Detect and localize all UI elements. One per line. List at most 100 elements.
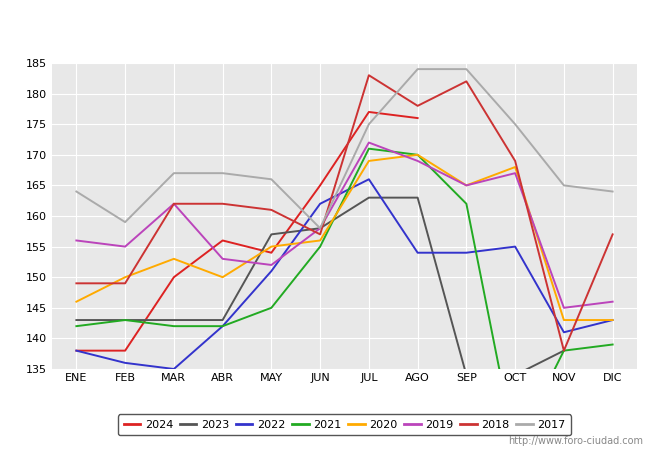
2018 bbox=[463, 79, 471, 84]
2022 bbox=[72, 348, 81, 353]
2024 bbox=[218, 238, 227, 243]
Text: http://www.foro-ciudad.com: http://www.foro-ciudad.com bbox=[508, 436, 644, 446]
2020 bbox=[170, 256, 178, 261]
2022 bbox=[316, 201, 324, 207]
2017 bbox=[365, 122, 373, 127]
2024 bbox=[72, 348, 81, 353]
2019 bbox=[170, 201, 178, 207]
2017 bbox=[316, 225, 324, 231]
2019 bbox=[72, 238, 81, 243]
2020 bbox=[463, 183, 471, 188]
2021 bbox=[365, 146, 373, 151]
Legend: 2024, 2023, 2022, 2021, 2020, 2019, 2018, 2017: 2024, 2023, 2022, 2021, 2020, 2019, 2018… bbox=[118, 414, 571, 436]
2022 bbox=[560, 329, 568, 335]
2018 bbox=[316, 232, 324, 237]
2023 bbox=[72, 317, 81, 323]
2018 bbox=[560, 348, 568, 353]
2022 bbox=[608, 317, 616, 323]
2020 bbox=[511, 164, 519, 170]
2022 bbox=[463, 250, 471, 256]
2021 bbox=[170, 324, 178, 329]
2023 bbox=[511, 373, 519, 378]
2019 bbox=[121, 244, 129, 249]
2020 bbox=[365, 158, 373, 164]
2019 bbox=[608, 299, 616, 304]
2023 bbox=[268, 232, 276, 237]
2018 bbox=[170, 201, 178, 207]
2019 bbox=[413, 158, 421, 164]
2018 bbox=[608, 232, 616, 237]
2022 bbox=[121, 360, 129, 365]
Line: 2017: 2017 bbox=[77, 69, 612, 228]
2023 bbox=[413, 195, 421, 200]
2022 bbox=[365, 176, 373, 182]
2017 bbox=[170, 171, 178, 176]
2017 bbox=[268, 176, 276, 182]
2020 bbox=[316, 238, 324, 243]
2017 bbox=[511, 122, 519, 127]
2019 bbox=[511, 171, 519, 176]
Line: 2022: 2022 bbox=[77, 179, 612, 369]
2020 bbox=[608, 317, 616, 323]
2019 bbox=[560, 305, 568, 310]
2021 bbox=[608, 342, 616, 347]
2017 bbox=[413, 67, 421, 72]
Line: 2024: 2024 bbox=[77, 112, 417, 351]
2018 bbox=[268, 207, 276, 212]
2024 bbox=[413, 115, 421, 121]
2021 bbox=[218, 324, 227, 329]
2024 bbox=[365, 109, 373, 115]
2018 bbox=[413, 103, 421, 108]
2017 bbox=[560, 183, 568, 188]
2024 bbox=[316, 183, 324, 188]
2023 bbox=[121, 317, 129, 323]
2018 bbox=[365, 72, 373, 78]
2021 bbox=[72, 324, 81, 329]
2021 bbox=[121, 317, 129, 323]
2023 bbox=[218, 317, 227, 323]
2019 bbox=[268, 262, 276, 268]
Text: Afiliados en Solosancho a 30/11/2024: Afiliados en Solosancho a 30/11/2024 bbox=[155, 18, 495, 36]
2020 bbox=[121, 274, 129, 280]
2017 bbox=[121, 220, 129, 225]
2020 bbox=[413, 152, 421, 158]
2022 bbox=[511, 244, 519, 249]
Line: 2018: 2018 bbox=[77, 75, 612, 351]
Line: 2021: 2021 bbox=[77, 148, 612, 449]
2019 bbox=[316, 225, 324, 231]
Line: 2019: 2019 bbox=[77, 143, 612, 308]
2023 bbox=[560, 348, 568, 353]
2021 bbox=[413, 152, 421, 158]
2018 bbox=[511, 158, 519, 164]
2021 bbox=[560, 348, 568, 353]
2023 bbox=[316, 225, 324, 231]
2023 bbox=[463, 373, 471, 378]
2019 bbox=[218, 256, 227, 261]
2018 bbox=[121, 281, 129, 286]
Line: 2023: 2023 bbox=[77, 198, 564, 375]
2024 bbox=[121, 348, 129, 353]
2024 bbox=[268, 250, 276, 256]
2018 bbox=[72, 281, 81, 286]
2017 bbox=[608, 189, 616, 194]
2021 bbox=[463, 201, 471, 207]
2022 bbox=[170, 366, 178, 372]
2020 bbox=[268, 244, 276, 249]
2023 bbox=[365, 195, 373, 200]
2024 bbox=[170, 274, 178, 280]
2017 bbox=[72, 189, 81, 194]
Line: 2020: 2020 bbox=[77, 155, 612, 320]
2017 bbox=[463, 67, 471, 72]
2022 bbox=[218, 324, 227, 329]
2019 bbox=[365, 140, 373, 145]
2021 bbox=[268, 305, 276, 310]
2023 bbox=[170, 317, 178, 323]
2018 bbox=[218, 201, 227, 207]
2020 bbox=[218, 274, 227, 280]
2020 bbox=[72, 299, 81, 304]
2020 bbox=[560, 317, 568, 323]
2022 bbox=[413, 250, 421, 256]
2022 bbox=[268, 268, 276, 274]
2019 bbox=[463, 183, 471, 188]
2017 bbox=[218, 171, 227, 176]
